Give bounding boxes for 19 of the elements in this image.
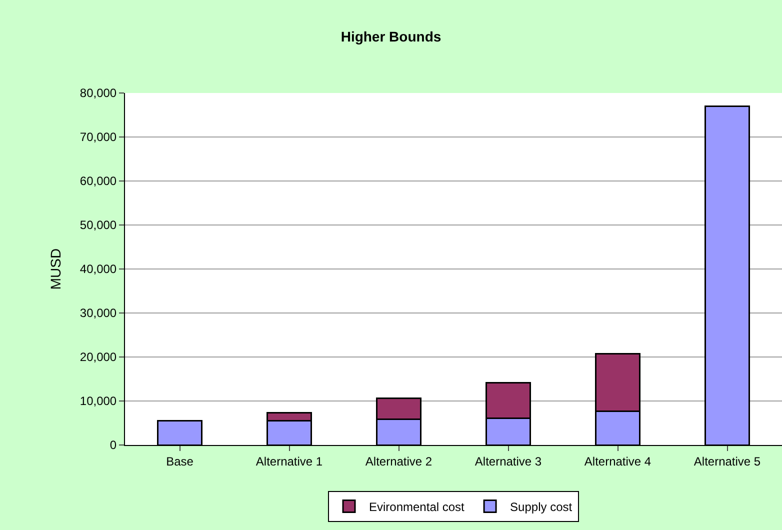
legend-label: Evironmental cost: [369, 500, 466, 514]
x-tick-label: Alternative 1: [256, 454, 323, 468]
y-tick-label: 50,000: [80, 218, 117, 232]
y-tick-label: 20,000: [80, 350, 117, 364]
y-tick-label: 70,000: [80, 130, 117, 144]
x-tick-label: Base: [166, 454, 194, 468]
y-tick-label: 60,000: [80, 174, 117, 188]
x-tick-label: Alternative 3: [474, 454, 542, 468]
y-axis-title: MUSD: [47, 248, 64, 290]
y-tick-label: 40,000: [80, 262, 117, 276]
x-tick-label: Alternative 4: [584, 454, 652, 468]
chart-title: Higher Bounds: [340, 28, 442, 45]
y-tick-label: 10,000: [80, 394, 117, 408]
y-tick-label: 80,000: [80, 86, 117, 100]
y-tick-label: 0: [110, 438, 117, 452]
x-tick-label: Alternative 5: [694, 454, 761, 468]
x-tick-label: Alternative 2: [365, 454, 432, 468]
legend-label: Supply cost: [510, 500, 573, 514]
y-tick-label: 30,000: [80, 306, 117, 320]
